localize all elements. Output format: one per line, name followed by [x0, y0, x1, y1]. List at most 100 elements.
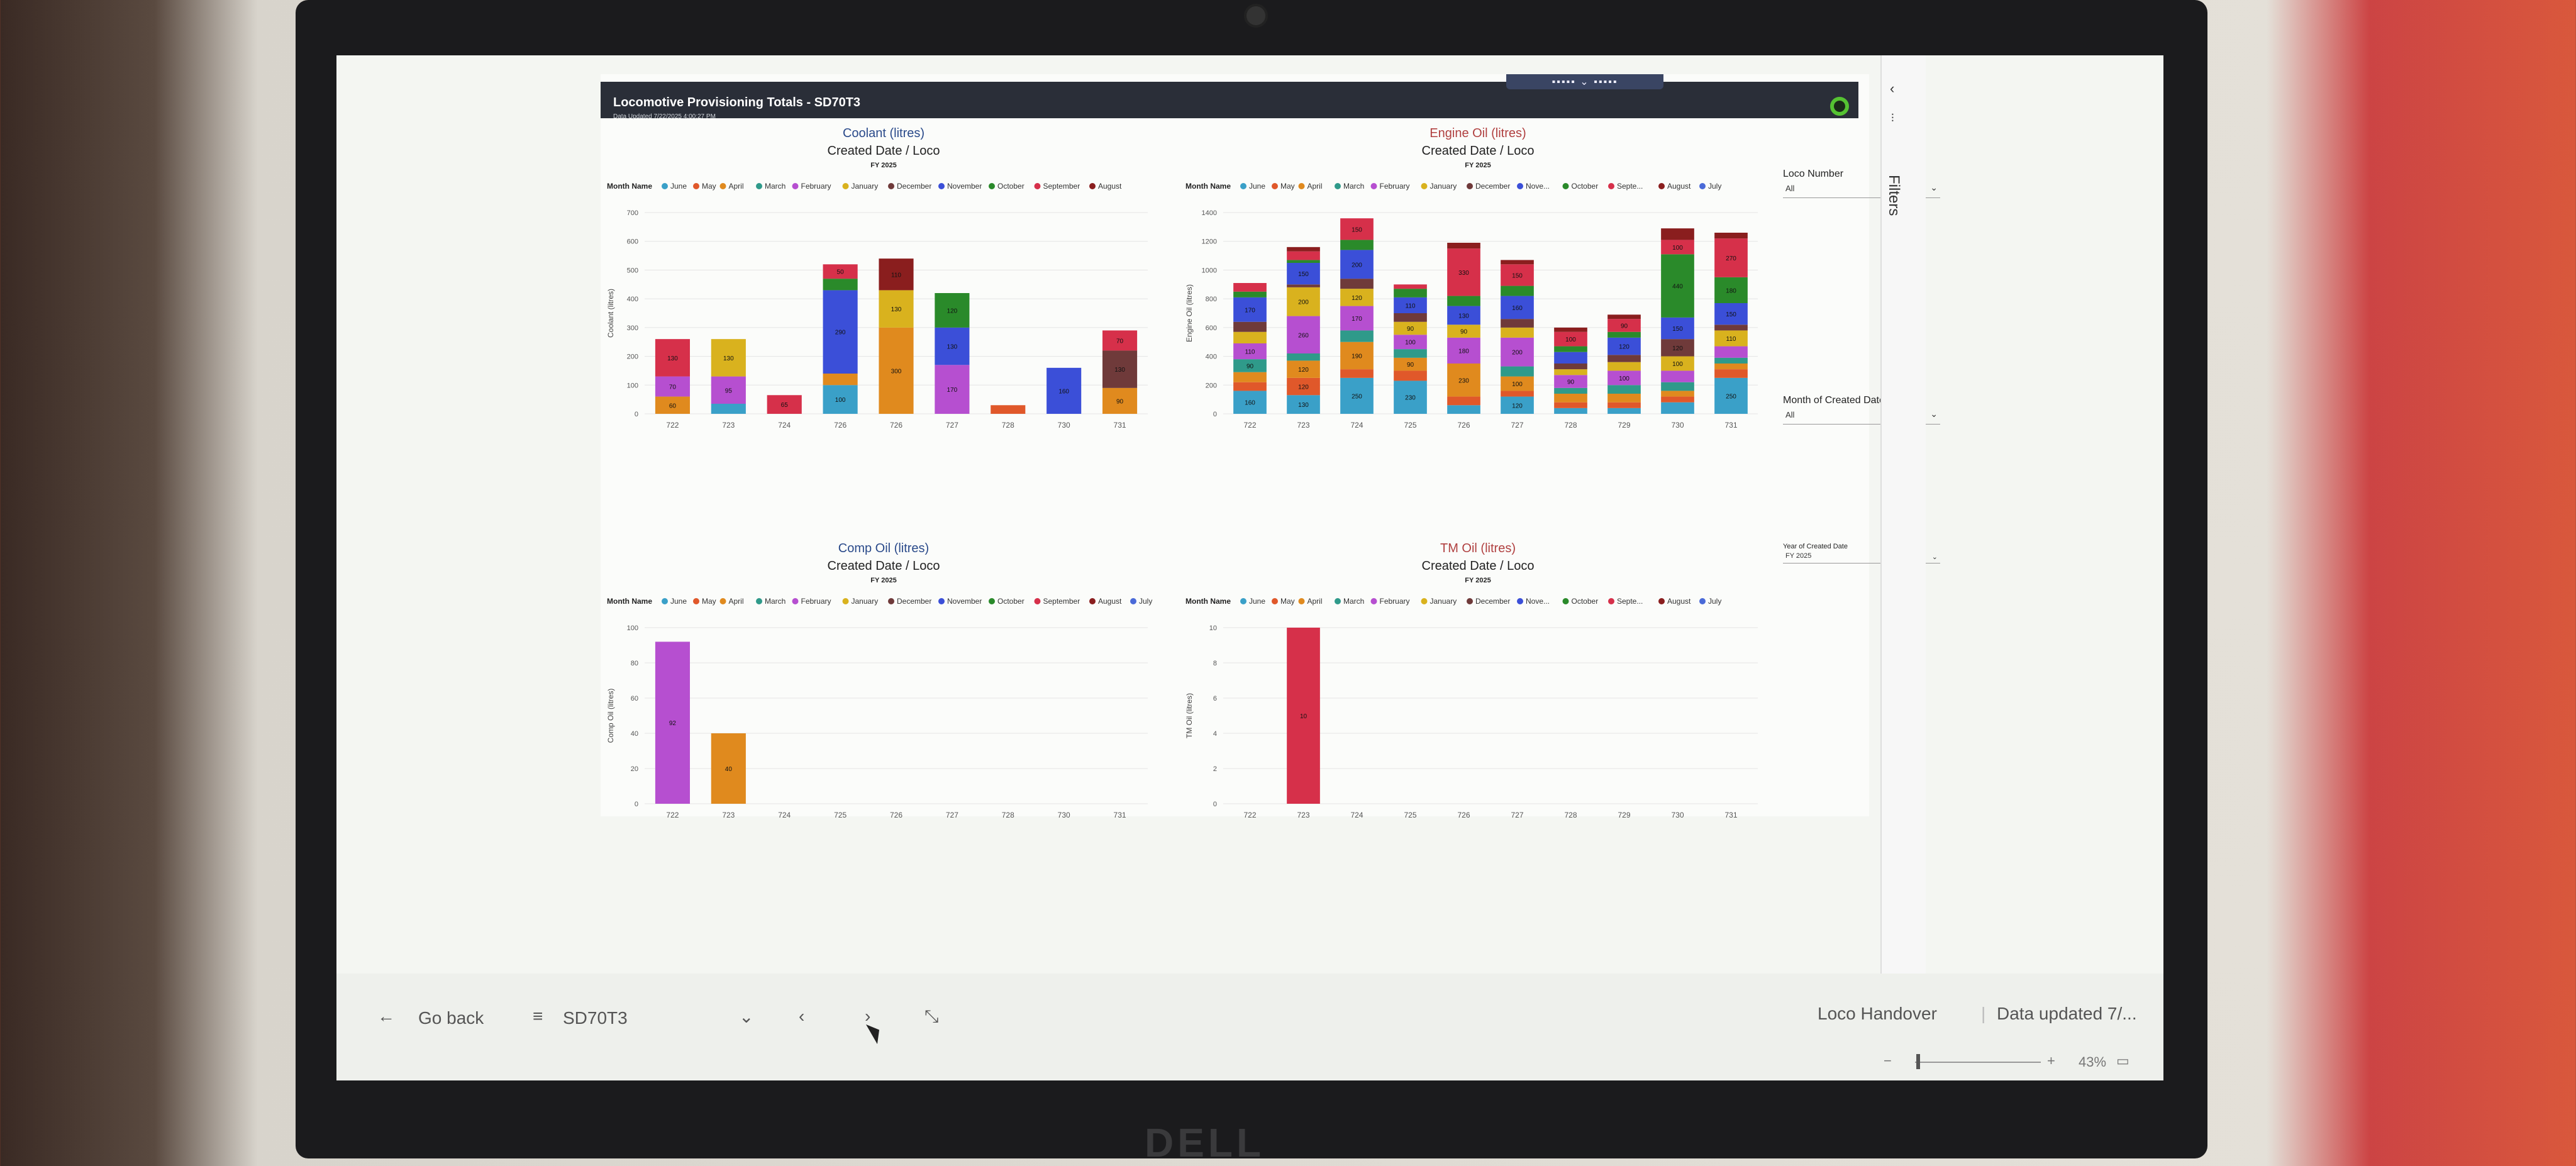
data-label: 180	[1726, 287, 1736, 294]
legend-entry: April	[729, 182, 744, 191]
bar-segment	[1447, 306, 1480, 325]
legend-marker	[842, 598, 849, 604]
bar-segment	[1340, 341, 1374, 370]
month-dropdown[interactable]: All ⌄	[1783, 406, 1940, 425]
data-label: 100	[1619, 375, 1629, 382]
page-tools-icons[interactable]: ▪▪▪▪▪ ⌄ ▪▪▪▪▪	[1552, 77, 1618, 87]
legend-title: Month Name	[607, 597, 652, 606]
loco-number-dropdown[interactable]: All ⌄	[1783, 180, 1940, 198]
bar-segment	[1340, 369, 1374, 378]
bar-segment	[1102, 350, 1138, 388]
bar-segment	[1447, 296, 1480, 306]
bar-segment	[1287, 377, 1320, 396]
bar-segment	[1714, 277, 1748, 303]
bar-segment	[1394, 370, 1427, 381]
legend-entry: February	[1380, 597, 1410, 606]
month-slicer[interactable]: Month of Created Date All ⌄	[1783, 395, 1940, 425]
webcam	[1244, 4, 1268, 28]
chart-subtitle: Created Date / Loco	[1422, 144, 1535, 158]
legend-entry: Septe...	[1617, 597, 1643, 606]
y-tick-label: 80	[631, 660, 638, 667]
legend-entry: March	[765, 182, 786, 191]
chart-filter-label: FY 2025	[1465, 162, 1491, 169]
legend-marker	[842, 183, 849, 189]
bar-segment	[1554, 327, 1587, 332]
data-label: 110	[891, 272, 901, 279]
legend-marker	[1658, 183, 1665, 189]
legend-entry: July	[1708, 182, 1721, 191]
legend-entry: January	[1430, 597, 1457, 606]
collapse-icon[interactable]: ⤡	[924, 1006, 939, 1026]
data-label: 90	[1407, 362, 1414, 369]
bar-segment	[1661, 396, 1694, 403]
data-label: 100	[1565, 336, 1576, 343]
zoom-out-icon[interactable]: −	[1884, 1053, 1892, 1069]
data-label: 260	[1298, 332, 1309, 339]
go-back-button[interactable]: Go back	[418, 1008, 484, 1028]
y-tick-label: 60	[631, 695, 638, 702]
bar-segment	[655, 641, 690, 804]
legend-marker	[1658, 598, 1665, 604]
legend-marker	[989, 183, 995, 189]
bar-segment	[879, 327, 914, 414]
bar-segment	[1714, 330, 1748, 347]
fit-page-icon[interactable]: ▭	[2116, 1053, 2129, 1069]
legend-marker	[938, 183, 945, 189]
data-label: 170	[947, 387, 958, 394]
data-label: 330	[1458, 270, 1469, 277]
legend-entry: May	[1280, 182, 1295, 191]
next-page-icon[interactable]: ›	[865, 1006, 871, 1026]
data-label: 130	[947, 344, 958, 351]
data-label: 150	[1352, 226, 1362, 233]
data-label: 150	[1298, 271, 1309, 278]
bar-segment	[1233, 297, 1267, 322]
bar-segment	[1554, 346, 1587, 352]
back-arrow-icon[interactable]: ←	[377, 1006, 395, 1026]
page-selector[interactable]: SD70T3	[563, 1008, 628, 1028]
filter-icon[interactable]: ⫶	[1891, 112, 1894, 125]
collapse-arrow-icon[interactable]: ‹	[1890, 81, 1895, 96]
year-slicer[interactable]: Year of Created Date FY 2025 ⌄	[1783, 543, 1940, 564]
x-tick-label: 726	[1457, 421, 1470, 430]
legend-marker	[693, 598, 699, 604]
page-list-icon[interactable]: ≡	[533, 1006, 543, 1026]
bar-segment	[1447, 243, 1480, 249]
previous-page-icon[interactable]: ‹	[799, 1006, 805, 1026]
x-tick-label: 722	[666, 811, 679, 819]
legend-title: Month Name	[607, 182, 652, 191]
y-axis-label: TM Oil (litres)	[1185, 693, 1194, 738]
bar-segment	[1447, 405, 1480, 414]
year-dropdown[interactable]: FY 2025 ⌄	[1783, 550, 1940, 564]
loco-number-slicer[interactable]: Loco Number All ⌄	[1783, 169, 1940, 198]
filters-pane[interactable]	[1880, 55, 1926, 999]
bar-segment	[879, 290, 914, 328]
x-tick-label: 728	[1002, 421, 1014, 430]
x-tick-label: 722	[1243, 421, 1256, 430]
bar-segment	[1233, 291, 1267, 297]
bar-segment	[879, 258, 914, 291]
legend-marker	[1298, 183, 1305, 189]
legend-entry: December	[897, 597, 931, 606]
zoom-slider-handle[interactable]	[1916, 1054, 1920, 1069]
zoom-slider[interactable]	[1915, 1062, 2041, 1063]
bar-segment	[1661, 254, 1694, 318]
bar-segment	[1447, 364, 1480, 397]
page-tools[interactable]	[1506, 74, 1663, 89]
bar-segment	[1607, 394, 1641, 403]
filters-pane-label[interactable]: Filters	[1885, 175, 1902, 216]
data-label: 200	[1352, 262, 1362, 269]
bar-segment	[1340, 279, 1374, 289]
x-tick-label: 725	[1404, 421, 1416, 430]
bar-segment	[1102, 330, 1138, 351]
chevron-down-icon[interactable]: ⌄	[739, 1007, 754, 1026]
legend-title: Month Name	[1185, 182, 1231, 191]
data-label: 200	[1512, 350, 1523, 357]
bar-segment	[1233, 359, 1267, 372]
bar-segment	[1340, 240, 1374, 250]
bar-segment	[1607, 408, 1641, 414]
data-label: 120	[1352, 295, 1362, 302]
zoom-in-icon[interactable]: +	[2047, 1053, 2055, 1069]
bar-segment	[823, 279, 858, 291]
data-label: 90	[1621, 323, 1628, 330]
data-label: 190	[1352, 353, 1362, 360]
